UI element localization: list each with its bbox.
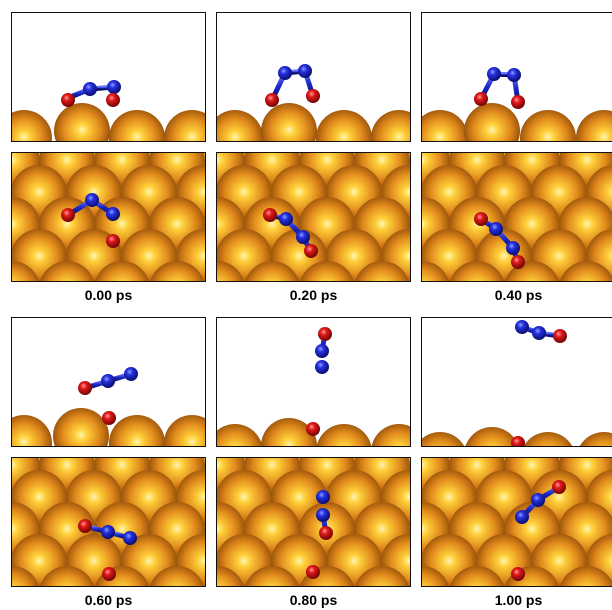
adsorbed-oxygen-atom bbox=[511, 436, 525, 446]
top-view-panel-2 bbox=[421, 152, 612, 282]
adsorbate bbox=[474, 212, 525, 269]
copper-surface bbox=[217, 103, 410, 141]
copper-surface bbox=[12, 408, 205, 446]
adsorbate bbox=[511, 480, 566, 581]
top-view-panel-3 bbox=[11, 457, 206, 587]
adsorbate bbox=[265, 64, 320, 107]
copper-surface bbox=[422, 427, 612, 446]
top-view-panel-4 bbox=[216, 457, 411, 587]
side-view-panel-1 bbox=[216, 12, 411, 142]
side-view-5 bbox=[422, 320, 612, 446]
side-view-panel-3 bbox=[11, 317, 206, 447]
adsorbate bbox=[511, 320, 567, 446]
adsorbed-oxygen-atom bbox=[102, 567, 116, 581]
top-view-4 bbox=[217, 458, 410, 586]
top-view-3 bbox=[12, 458, 205, 586]
adsorbate bbox=[474, 67, 525, 109]
time-caption: 0.00 ps bbox=[84, 287, 133, 303]
time-caption: 0.60 ps bbox=[84, 592, 133, 608]
adsorbate bbox=[78, 519, 137, 581]
copper-lattice bbox=[12, 458, 205, 586]
nitrogen-atom bbox=[107, 80, 121, 94]
side-view-3 bbox=[12, 367, 205, 446]
time-caption: 0.40 ps bbox=[494, 287, 543, 303]
time-caption: 1.00 ps bbox=[494, 592, 543, 608]
top-view-panel-1 bbox=[216, 152, 411, 282]
nitrogen-atom bbox=[83, 82, 97, 96]
adsorbed-oxygen-atom bbox=[102, 411, 116, 425]
adsorbate bbox=[263, 208, 318, 258]
side-view-panel-0 bbox=[11, 12, 206, 142]
time-caption: 0.80 ps bbox=[289, 592, 338, 608]
side-view-2 bbox=[422, 67, 612, 141]
adsorbed-oxygen-atom bbox=[511, 567, 525, 581]
adsorbate bbox=[61, 193, 120, 248]
side-view-panel-5 bbox=[421, 317, 612, 447]
oxygen-atom bbox=[106, 93, 120, 107]
adsorbate bbox=[78, 367, 138, 425]
copper-lattice bbox=[217, 458, 410, 586]
copper-lattice bbox=[422, 458, 612, 586]
side-view-panel-4 bbox=[216, 317, 411, 447]
top-view-panel-0 bbox=[11, 152, 206, 282]
copper-surface bbox=[217, 418, 410, 446]
adsorbate bbox=[306, 327, 332, 436]
copper-lattice bbox=[422, 153, 612, 281]
side-view-1 bbox=[217, 64, 410, 141]
top-view-panel-5 bbox=[421, 457, 612, 587]
adsorbate bbox=[306, 490, 333, 579]
copper-surface bbox=[422, 103, 612, 141]
top-view-2 bbox=[422, 153, 612, 281]
side-view-0 bbox=[12, 80, 205, 141]
adsorbed-oxygen-atom bbox=[306, 422, 320, 436]
oxygen-atom bbox=[61, 93, 75, 107]
time-caption: 0.20 ps bbox=[289, 287, 338, 303]
top-view-1 bbox=[217, 153, 410, 281]
top-view-5 bbox=[422, 458, 612, 586]
side-view-panel-2 bbox=[421, 12, 612, 142]
top-view-0 bbox=[12, 153, 205, 281]
copper-lattice bbox=[217, 153, 410, 281]
adsorbed-oxygen-atom bbox=[306, 565, 320, 579]
side-view-4 bbox=[217, 327, 410, 446]
copper-surface bbox=[12, 103, 205, 141]
adsorbate bbox=[61, 80, 121, 107]
